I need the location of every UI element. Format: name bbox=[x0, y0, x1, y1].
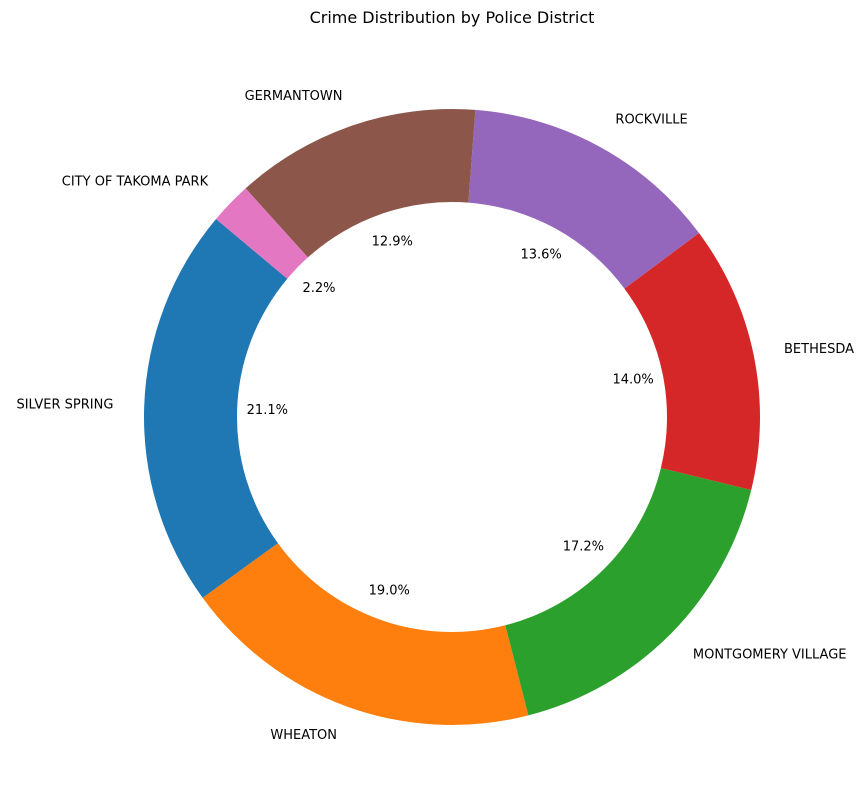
slice-label: BETHESDA bbox=[784, 342, 854, 357]
slice-bethesda bbox=[624, 233, 760, 491]
slice-label: MONTGOMERY VILLAGE bbox=[693, 648, 847, 663]
pct-label: 21.1% bbox=[247, 403, 288, 418]
pct-label: 2.2% bbox=[302, 281, 335, 296]
slice-wheaton bbox=[202, 543, 529, 725]
slice-label: GERMANTOWN bbox=[245, 89, 343, 104]
pct-label: 19.0% bbox=[369, 583, 410, 598]
slice-germantown bbox=[245, 109, 476, 258]
slices-layer bbox=[143, 109, 760, 725]
pct-label: 12.9% bbox=[372, 235, 413, 250]
slice-label: ROCKVILLE bbox=[615, 113, 687, 128]
pct-label: 17.2% bbox=[563, 539, 604, 554]
slice-label: CITY OF TAKOMA PARK bbox=[62, 174, 209, 189]
slice-label: WHEATON bbox=[270, 728, 337, 743]
labels-layer: 21.1% SILVER SPRING 19.0% WHEATON 17.2% MONTG… bbox=[16, 89, 854, 743]
pct-label: 14.0% bbox=[612, 373, 653, 388]
slice-silver-spring bbox=[143, 219, 288, 598]
chart-title: Crime Distribution by Police District bbox=[309, 8, 595, 27]
slice-label: SILVER SPRING bbox=[16, 398, 113, 413]
slice-rockville bbox=[468, 109, 700, 289]
slice-montgomery-village bbox=[505, 467, 752, 716]
slice-city-of-takoma-park bbox=[216, 188, 308, 279]
pct-label: 13.6% bbox=[520, 248, 561, 263]
